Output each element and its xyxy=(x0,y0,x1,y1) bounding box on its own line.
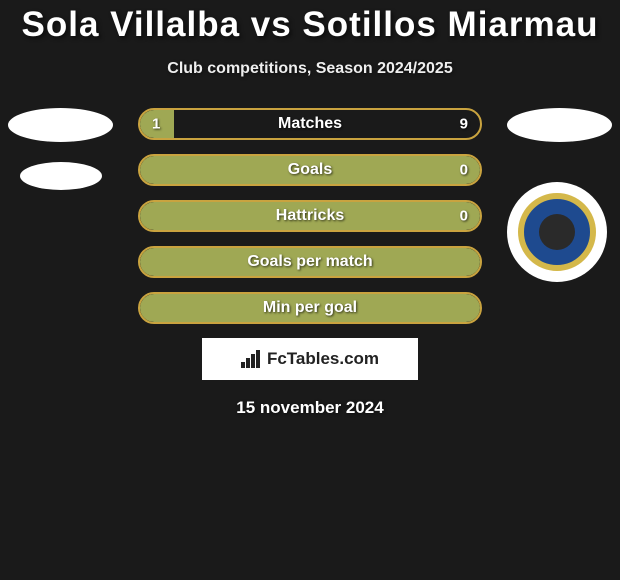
bars-icon xyxy=(241,350,263,368)
date-label: 15 november 2024 xyxy=(0,398,620,418)
stat-left-value: 1 xyxy=(152,116,160,133)
comparison-title: Sola Villalba vs Sotillos Miarmau xyxy=(0,5,620,45)
left-team-logos xyxy=(8,108,113,210)
stat-right-value: 9 xyxy=(460,116,468,133)
team-logo-placeholder xyxy=(8,108,113,142)
stats-bars: 1 Matches 9 Goals 0 Hattricks 0 Goals pe… xyxy=(138,108,482,324)
stat-right-value: 0 xyxy=(460,208,468,225)
team-logo-placeholder xyxy=(507,108,612,142)
stat-label: Hattricks xyxy=(276,207,344,225)
stat-row-goals-per-match: Goals per match xyxy=(138,246,482,278)
stat-label: Goals xyxy=(288,161,332,179)
stat-row-goals: Goals 0 xyxy=(138,154,482,186)
stat-right-value: 0 xyxy=(460,162,468,179)
stat-row-min-per-goal: Min per goal xyxy=(138,292,482,324)
stat-row-hattricks: Hattricks 0 xyxy=(138,200,482,232)
branding-text: FcTables.com xyxy=(267,349,379,369)
branding-badge: FcTables.com xyxy=(202,338,418,380)
stat-row-matches: 1 Matches 9 xyxy=(138,108,482,140)
comparison-subtitle: Club competitions, Season 2024/2025 xyxy=(0,60,620,78)
right-team-logos xyxy=(507,108,612,282)
stat-label: Matches xyxy=(278,115,342,133)
club-crest xyxy=(507,182,607,282)
stat-label: Min per goal xyxy=(263,299,357,317)
team-logo-placeholder xyxy=(20,162,102,190)
stat-label: Goals per match xyxy=(247,253,372,271)
